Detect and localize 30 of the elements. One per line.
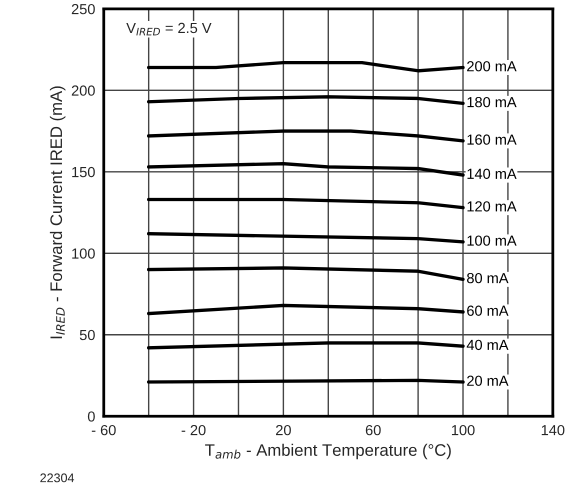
- line-series: [146, 162, 465, 177]
- series-label: 100 mA: [467, 235, 517, 246]
- series-label: 40 mA: [466, 340, 508, 350]
- y-tick-label: 50: [80, 330, 95, 340]
- series-label: 160 mA: [467, 134, 517, 145]
- y-axis-title: I$_{IRED}$ - Forward Current IRED (mA): [50, 86, 66, 338]
- y-tick-label: 150: [72, 166, 95, 178]
- y-tick-label: 200: [72, 85, 95, 96]
- text: 22304: [40, 473, 74, 482]
- x-tick-label: 100: [452, 424, 475, 436]
- series-label: 80 mA: [467, 272, 508, 284]
- x-tick-label: - 20: [182, 424, 206, 436]
- x-axis-title: T$_{amb}$ - Ambient Temperature (°C): [205, 444, 451, 460]
- series-label: 60 mA: [467, 306, 508, 316]
- line-series: [146, 304, 465, 316]
- series-label: 140 mA: [467, 168, 517, 179]
- x-tick-label: - 60: [92, 424, 116, 436]
- annotation: V$_{IRED}$ = 2.5 V: [126, 22, 212, 36]
- y-tick-label: 250: [72, 4, 95, 14]
- y-tick-label: 100: [72, 248, 95, 259]
- series-label: 120 mA: [467, 201, 517, 212]
- x-tick-label: 60: [366, 424, 381, 436]
- series-label: 200 mA: [467, 61, 517, 72]
- x-tick-label: 140: [542, 424, 564, 436]
- line-series: [146, 95, 465, 106]
- series-label: 20 mA: [467, 376, 508, 386]
- y-tick-label: 0: [88, 411, 95, 422]
- series-label: 180 mA: [467, 96, 517, 108]
- x-tick-label: 20: [276, 424, 291, 436]
- line-series: [146, 266, 465, 282]
